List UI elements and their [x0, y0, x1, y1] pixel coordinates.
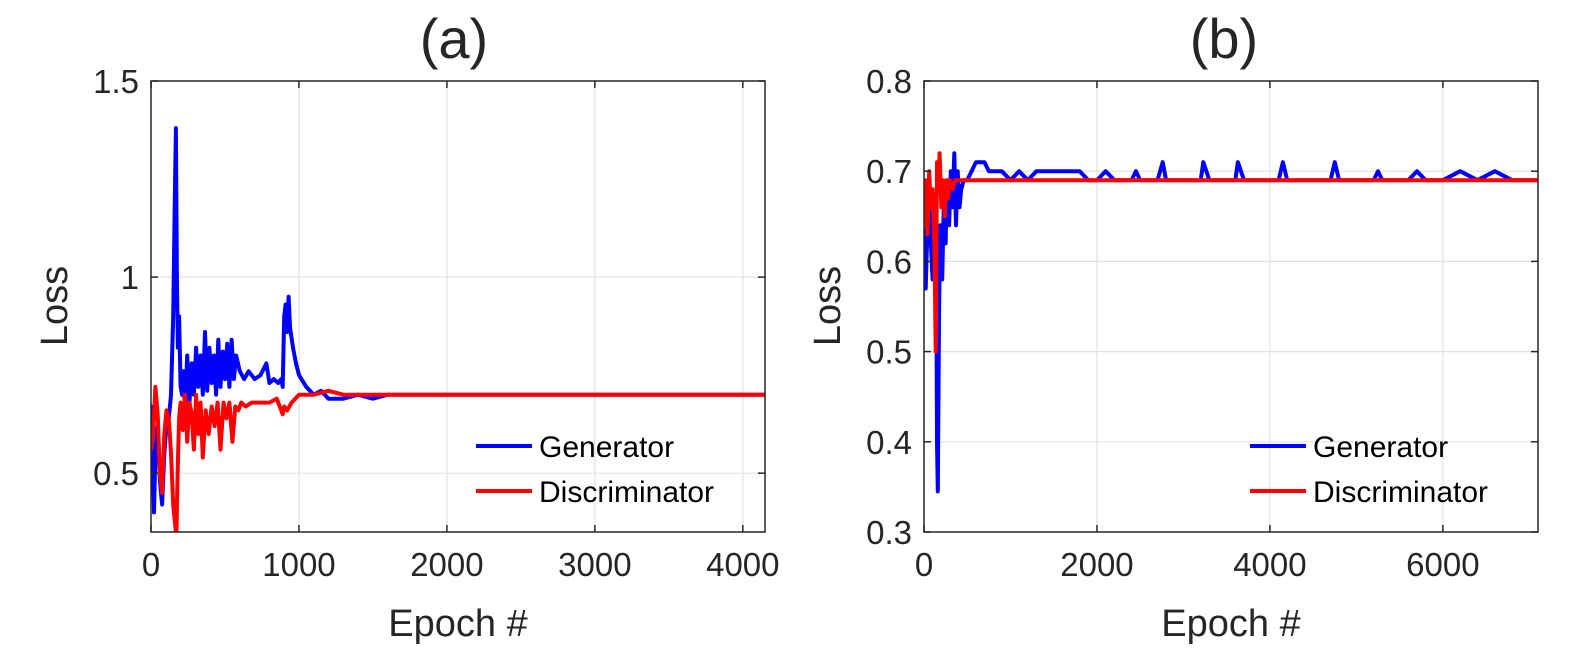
- panel-a-y-tick-label: 0.5: [93, 455, 139, 492]
- panel-a-x-tick-label: 3000: [558, 546, 631, 583]
- panel-a-series: [151, 126, 765, 532]
- panel-b-y-tick-label: 0.7: [866, 153, 912, 190]
- panel-a-x-tick-label: 0: [142, 546, 160, 583]
- panel-a-legend-discriminator-label: Discriminator: [539, 476, 714, 509]
- panel-b-y-tick-label: 0.4: [866, 424, 912, 461]
- panel-b-axes-box: [923, 80, 1539, 533]
- panel-b-y-tick-label: 0.6: [866, 243, 912, 280]
- panel-b-x-tick-label: 0: [915, 546, 933, 583]
- panel-b-y-tick-label: 0.8: [866, 63, 912, 100]
- panel-a-x-axis-label: Epoch #: [388, 603, 527, 645]
- panel-a-y-axis-label: Loss: [34, 266, 76, 346]
- panel-b-title: (b): [1190, 7, 1258, 70]
- panel-b-ticks: 0 2000 4000 6000 0.3 0.4 0.5 0.6 0.7 0.8: [866, 63, 1538, 583]
- panel-a-title: (a): [420, 7, 488, 70]
- panel-a-x-tick-label: 1000: [262, 546, 335, 583]
- panel-b-x-axis-label: Epoch #: [1161, 603, 1300, 645]
- panel-b-y-axis-label: Loss: [807, 266, 849, 346]
- panel-b-y-tick-label: 0.5: [866, 334, 912, 371]
- chart-panel-b: (b) 0 2000 4000 6000 0.3 0.4 0.5 0.6 0.7 0.8 Epoc…: [807, 7, 1539, 645]
- panel-a-x-tick-label: 2000: [410, 546, 483, 583]
- panel-a-y-tick-label: 1: [121, 259, 139, 296]
- panel-a-axes-box: [150, 80, 766, 533]
- panel-b-y-tick-label: 0.3: [866, 514, 912, 551]
- panel-a-ticks: 0 1000 2000 3000 4000 0.5 1 1.5: [93, 63, 779, 583]
- panel-b-series: [924, 151, 1538, 494]
- panel-b-x-tick-label: 6000: [1406, 546, 1479, 583]
- panel-b-grid: [924, 81, 1538, 532]
- panel-b-x-tick-label: 4000: [1233, 546, 1306, 583]
- chart-panel-a: (a) 0 1000 2000 3000 4000 0.5 1 1.5 Epoch # Los…: [34, 7, 780, 645]
- panel-b-discriminator-line: [924, 151, 1538, 354]
- panel-b-legend: Generator Discriminator: [1250, 431, 1488, 509]
- panel-a-grid: [151, 81, 765, 532]
- panel-b-legend-discriminator-label: Discriminator: [1313, 476, 1488, 509]
- panel-a-discriminator-line: [151, 384, 765, 532]
- panel-a-x-tick-label: 4000: [706, 546, 779, 583]
- panel-b-legend-generator-label: Generator: [1313, 431, 1448, 464]
- panel-a-legend-generator-label: Generator: [539, 431, 674, 464]
- panel-a-legend: Generator Discriminator: [476, 431, 714, 509]
- panel-a-y-tick-label: 1.5: [93, 63, 139, 100]
- panel-b-x-tick-label: 2000: [1060, 546, 1133, 583]
